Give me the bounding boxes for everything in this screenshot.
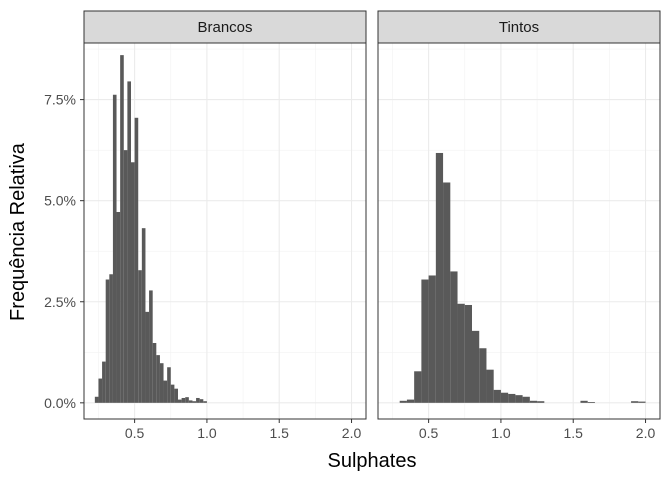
histogram-bar (587, 402, 595, 403)
histogram-bar (149, 290, 153, 403)
histogram-bar (537, 401, 545, 403)
histogram-bar (529, 400, 538, 403)
x-tick-label: 0.5 (125, 425, 145, 441)
histogram-bar (116, 211, 121, 403)
histogram-bar (522, 396, 530, 403)
facet-strip-label: Brancos (197, 19, 252, 36)
histogram-bar (493, 389, 501, 403)
y-tick-label: 5.0% (44, 193, 76, 209)
x-axes: 0.5 1.0 1.5 2.0 0.5 1.0 1.5 2.0 (125, 419, 656, 441)
histogram-bar (152, 342, 157, 403)
facet-strip (377, 10, 661, 44)
x-tick-label: 1.5 (563, 425, 583, 441)
x-tick-label: 2.0 (636, 425, 656, 441)
y-axis-title: Frequência Relativa (7, 142, 29, 321)
histogram-bar (435, 152, 444, 403)
histogram-bar (443, 182, 451, 403)
histogram-bar (178, 399, 182, 403)
y-tick-label: 2.5% (44, 294, 76, 310)
panel-border (83, 42, 367, 420)
histogram-bar (181, 397, 186, 403)
histogram-bar (174, 388, 178, 403)
panel-border (377, 42, 661, 420)
histogram-bar (156, 355, 160, 403)
histogram-bar (192, 401, 197, 403)
histogram-bars (399, 152, 646, 403)
histogram-bar (120, 55, 124, 403)
y-tick-label: 7.5% (44, 92, 76, 108)
grid (378, 43, 660, 419)
x-axis-title: Sulphates (328, 450, 417, 472)
histogram-bar (203, 401, 207, 403)
facet-strip-label: Tintos (499, 19, 539, 36)
y-tick-label: 0.0% (44, 395, 76, 411)
histogram-bar (457, 303, 465, 403)
histogram-bar (450, 271, 458, 403)
histogram-bar (631, 401, 639, 403)
histogram-bar (131, 162, 135, 403)
histogram-bar (515, 395, 523, 403)
y-axis: 0.0% 2.5% 5.0% 7.5% (44, 92, 84, 411)
histogram-bar (406, 399, 415, 403)
x-tick-label: 1.5 (269, 425, 289, 441)
histogram-bar (109, 274, 113, 403)
panel-tintos: Tintos (377, 10, 661, 420)
histogram-bar (580, 400, 588, 403)
histogram-bar (167, 367, 171, 403)
histogram-bar (170, 384, 175, 403)
histogram-bar (479, 348, 487, 403)
histogram-bar (159, 363, 164, 403)
histogram-bar (196, 397, 200, 403)
histogram-bar (105, 279, 110, 403)
histogram-bar (98, 378, 103, 403)
histogram-bar (138, 270, 142, 403)
histogram-bar (500, 392, 509, 403)
histogram-bar (414, 371, 422, 403)
histogram-bar (486, 369, 494, 403)
x-tick-label: 1.0 (491, 425, 511, 441)
histogram-bar (123, 150, 128, 403)
histogram-bar (464, 304, 472, 403)
histogram-bar (141, 228, 146, 403)
histogram-bar (127, 81, 131, 403)
histogram-bar (508, 393, 516, 403)
histogram-bar (134, 117, 139, 403)
histogram-bar (472, 330, 480, 403)
histogram-bar (102, 361, 106, 403)
histogram-bar (638, 401, 646, 403)
histogram-bar (145, 311, 150, 403)
histogram-bar (188, 400, 193, 403)
histogram-bar (421, 279, 429, 403)
panel-brancos: Brancos (83, 10, 367, 420)
x-tick-label: 1.0 (197, 425, 217, 441)
histogram-bars (94, 55, 207, 403)
histogram-bar (163, 380, 168, 403)
histogram-bar (185, 397, 189, 403)
histogram-bar (94, 396, 99, 403)
histogram-bar (112, 94, 117, 403)
histogram-bar (199, 399, 204, 403)
x-tick-label: 0.5 (419, 425, 439, 441)
histogram-bar (399, 400, 407, 403)
facet-strip (83, 10, 367, 44)
x-tick-label: 2.0 (342, 425, 362, 441)
histogram-bar (428, 275, 436, 403)
